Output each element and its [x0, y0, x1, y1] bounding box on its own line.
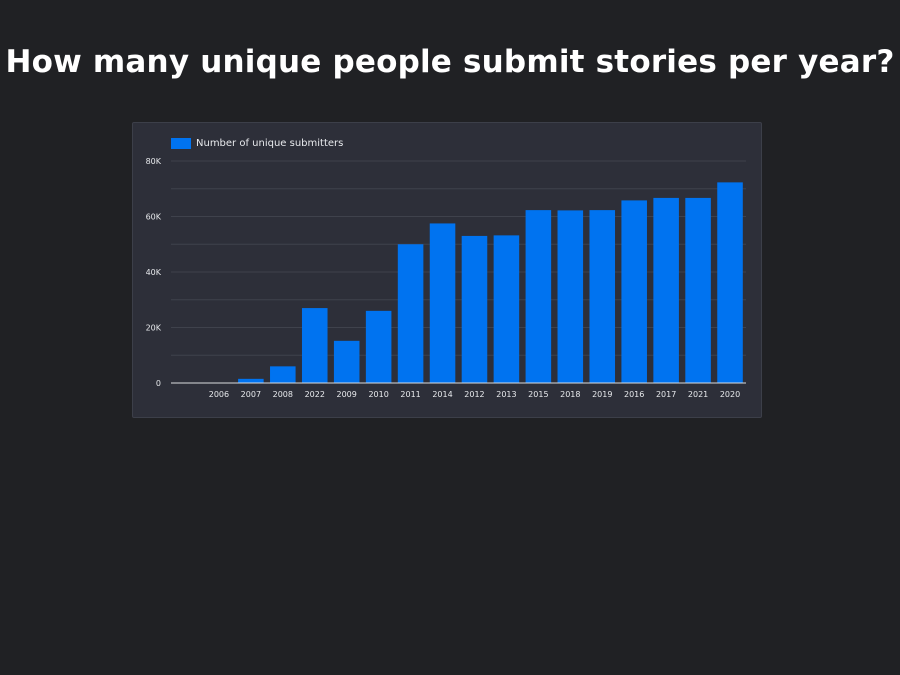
x-tick-label: 2010 — [368, 390, 388, 399]
bar-2015[interactable] — [525, 210, 552, 383]
x-axis-ticks: 2006 2007 2008 2022 2009 2010 2011 2014 2012 2013… — [209, 390, 740, 399]
y-tick-label: 40K — [146, 268, 162, 277]
x-tick-label: 2014 — [432, 390, 452, 399]
bar-2019[interactable] — [589, 210, 616, 383]
legend-label: Number of unique submitters — [196, 138, 344, 149]
bar-2014[interactable] — [429, 223, 456, 383]
y-tick-label: 80K — [146, 157, 162, 166]
x-tick-label: 2017 — [656, 390, 676, 399]
bar-2022[interactable] — [301, 308, 328, 383]
y-tick-label: 60K — [146, 213, 162, 222]
x-tick-label: 2015 — [528, 390, 548, 399]
x-tick-label: 2020 — [720, 390, 740, 399]
bar-2020[interactable] — [717, 182, 743, 383]
y-tick-label: 0 — [156, 379, 161, 388]
bar-2016[interactable] — [621, 200, 647, 383]
bar-2013[interactable] — [493, 235, 520, 383]
bars — [206, 182, 743, 383]
x-tick-label: 2008 — [273, 390, 293, 399]
x-tick-label: 2009 — [337, 390, 357, 399]
x-tick-label: 2011 — [400, 390, 420, 399]
bar-2007[interactable] — [238, 378, 264, 383]
y-tick-label: 20K — [146, 324, 162, 333]
chart-legend[interactable]: Number of unique submitters — [171, 138, 343, 149]
chart-card: Number of unique submitters 0 20K 40K 60K 80… — [132, 122, 762, 418]
x-tick-label: 2007 — [241, 390, 261, 399]
x-tick-label: 2018 — [560, 390, 580, 399]
x-tick-label: 2022 — [305, 390, 325, 399]
x-tick-label: 2006 — [209, 390, 229, 399]
grid-lines — [171, 160, 746, 356]
bar-2012[interactable] — [461, 235, 488, 383]
legend-swatch — [171, 138, 191, 149]
bar-2021[interactable] — [685, 197, 711, 383]
x-tick-label: 2012 — [464, 390, 484, 399]
bar-2008[interactable] — [270, 366, 296, 383]
x-tick-label: 2019 — [592, 390, 612, 399]
x-tick-label: 2021 — [688, 390, 708, 399]
bar-2009[interactable] — [333, 340, 360, 383]
bar-2011[interactable] — [397, 244, 424, 383]
bar-2017[interactable] — [653, 197, 679, 383]
x-tick-label: 2016 — [624, 390, 644, 399]
page-title: How many unique people submit stories pe… — [5, 44, 895, 80]
bar-2010[interactable] — [365, 310, 392, 383]
bar-2018[interactable] — [557, 210, 584, 383]
y-axis-ticks: 0 20K 40K 60K 80K — [146, 157, 162, 388]
x-tick-label: 2013 — [496, 390, 516, 399]
